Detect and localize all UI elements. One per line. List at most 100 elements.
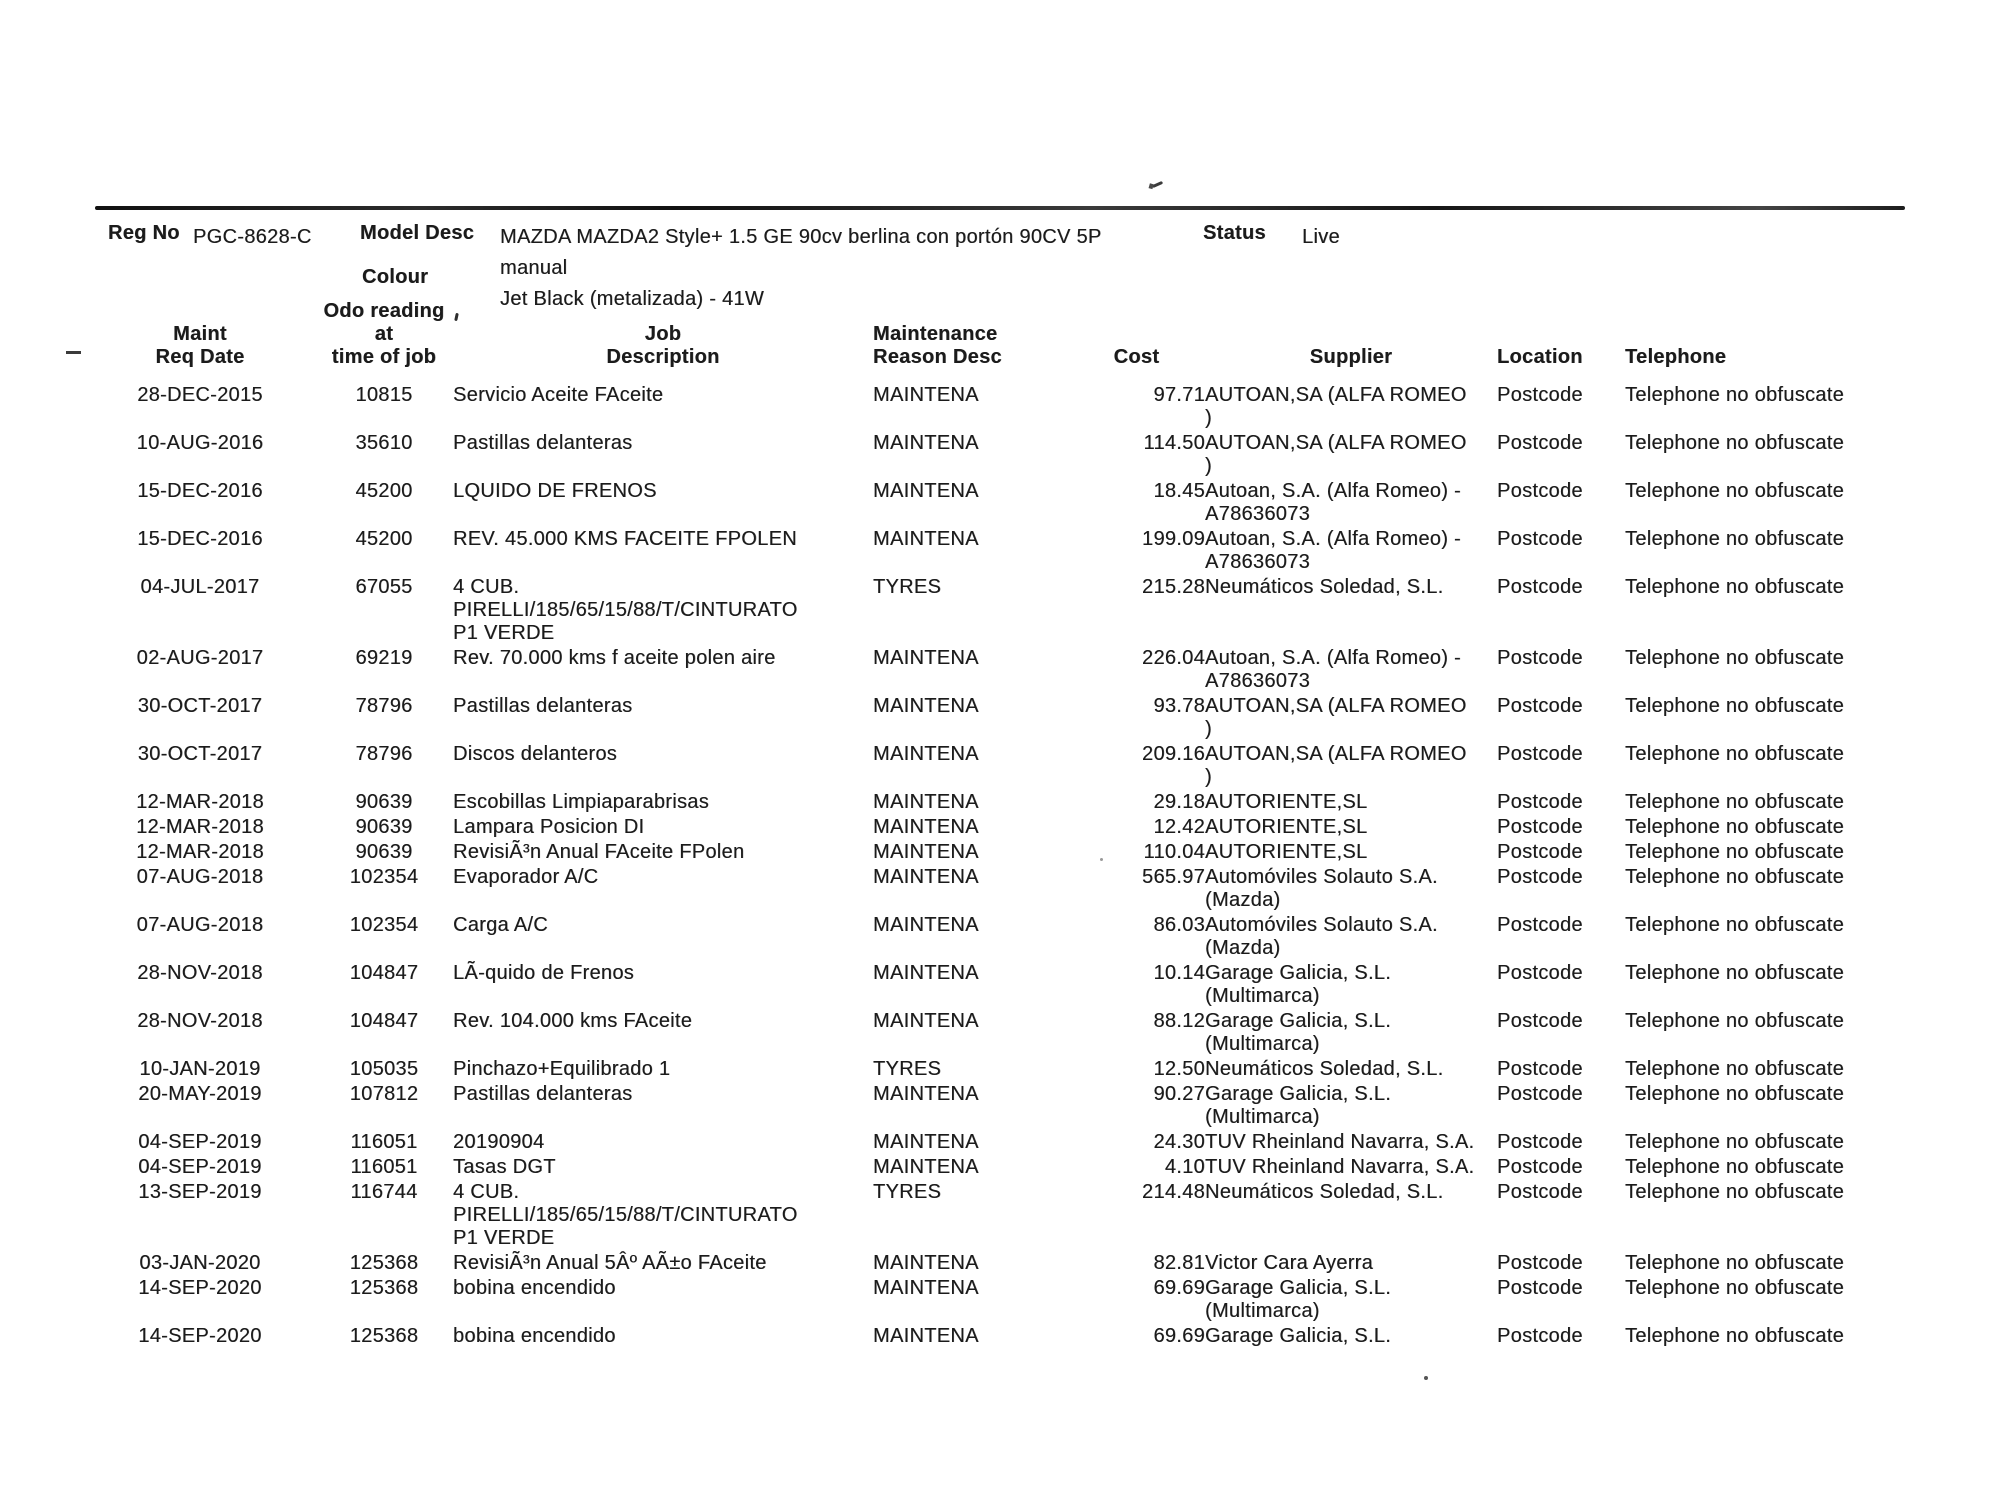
cell-odo-reading: 90639 bbox=[355, 816, 413, 838]
cell-location: Postcode bbox=[1497, 841, 1583, 863]
cell-telephone: Telephone no obfuscate bbox=[1625, 743, 1844, 765]
cell-supplier: Autoan, S.A. (Alfa Romeo) - A78636073 bbox=[1205, 647, 1461, 692]
cell-odo-reading: 105035 bbox=[349, 1058, 419, 1080]
cell-job-description: Evaporador A/C bbox=[453, 866, 599, 888]
cell-supplier: Neumáticos Soledad, S.L. bbox=[1205, 576, 1444, 598]
cell-odo-reading: 45200 bbox=[355, 480, 413, 502]
cell-job-description: Discos delanteros bbox=[453, 743, 618, 765]
cell-cost: 12.50 bbox=[1153, 1058, 1205, 1080]
cell-job-description: Escobillas Limpiaparabrisas bbox=[453, 791, 709, 813]
cell-cost: 114.50 bbox=[1143, 432, 1205, 454]
cell-maint-req-date: 04-SEP-2019 bbox=[138, 1156, 262, 1178]
table-row: 20-MAY-2019 107812 Pastillas delanteras … bbox=[85, 1082, 1915, 1130]
cell-cost: 69.69 bbox=[1153, 1277, 1205, 1299]
cell-location: Postcode bbox=[1497, 384, 1583, 406]
cell-supplier: AUTORIENTE,SL bbox=[1205, 791, 1368, 813]
cell-odo-reading: 69219 bbox=[355, 647, 413, 669]
cell-maintenance-reason: MAINTENA bbox=[873, 962, 979, 984]
cell-telephone: Telephone no obfuscate bbox=[1625, 841, 1844, 863]
cell-location: Postcode bbox=[1497, 816, 1583, 838]
cell-maint-req-date: 07-AUG-2018 bbox=[136, 914, 264, 936]
cell-maint-req-date: 30-OCT-2017 bbox=[137, 743, 263, 765]
cell-odo-reading: 90639 bbox=[355, 841, 413, 863]
col-header-job-description: Job Description bbox=[606, 323, 720, 368]
cell-job-description: Carga A/C bbox=[453, 914, 548, 936]
cell-location: Postcode bbox=[1497, 432, 1583, 454]
scan-artifact-dot bbox=[1424, 1376, 1428, 1380]
cell-odo-reading: 125368 bbox=[349, 1252, 419, 1274]
reg-no-value: PGC-8628-C bbox=[193, 226, 312, 248]
cell-odo-reading: 104847 bbox=[349, 962, 419, 984]
cell-cost: 90.27 bbox=[1153, 1083, 1205, 1105]
cell-odo-reading: 67055 bbox=[355, 576, 413, 598]
cell-cost: 226.04 bbox=[1142, 647, 1205, 669]
cell-cost: 214.48 bbox=[1142, 1181, 1205, 1203]
scan-artifact-tick bbox=[1151, 180, 1164, 189]
cell-supplier: Garage Galicia, S.L. (Multimarca) bbox=[1205, 1277, 1392, 1322]
cell-odo-reading: 125368 bbox=[349, 1325, 419, 1347]
cell-supplier: AUTORIENTE,SL bbox=[1205, 841, 1368, 863]
cell-cost: 29.18 bbox=[1153, 791, 1205, 813]
cell-location: Postcode bbox=[1497, 914, 1583, 936]
cell-maint-req-date: 28-NOV-2018 bbox=[137, 962, 263, 984]
cell-telephone: Telephone no obfuscate bbox=[1625, 1010, 1844, 1032]
cell-maint-req-date: 14-SEP-2020 bbox=[138, 1325, 262, 1347]
table-row: 07-AUG-2018 102354 Carga A/C MAINTENA 86… bbox=[85, 913, 1915, 961]
table-row: 13-SEP-2019 116744 4 CUB. PIRELLI/185/65… bbox=[85, 1180, 1915, 1251]
cell-telephone: Telephone no obfuscate bbox=[1625, 914, 1844, 936]
cell-supplier: AUTOAN,SA (ALFA ROMEO ) bbox=[1205, 695, 1467, 740]
table-row: 28-NOV-2018 104847 LÃ-quido de Frenos MA… bbox=[85, 961, 1915, 1009]
table-row: 30-OCT-2017 78796 Pastillas delanteras M… bbox=[85, 694, 1915, 742]
cell-maint-req-date: 07-AUG-2018 bbox=[136, 866, 264, 888]
table-row: 15-DEC-2016 45200 LQUIDO DE FRENOS MAINT… bbox=[85, 479, 1915, 527]
cell-telephone: Telephone no obfuscate bbox=[1625, 1058, 1844, 1080]
cell-odo-reading: 107812 bbox=[349, 1083, 419, 1105]
cell-odo-reading: 78796 bbox=[355, 743, 413, 765]
cell-maintenance-reason: TYRES bbox=[873, 1181, 942, 1203]
table-row: 07-AUG-2018 102354 Evaporador A/C MAINTE… bbox=[85, 865, 1915, 913]
cell-maintenance-reason: TYRES bbox=[873, 576, 942, 598]
cell-supplier: Victor Cara Ayerra bbox=[1205, 1252, 1374, 1274]
cell-cost: 24.30 bbox=[1153, 1131, 1205, 1153]
cell-supplier: Garage Galicia, S.L. (Multimarca) bbox=[1205, 1083, 1392, 1128]
cell-maint-req-date: 12-MAR-2018 bbox=[136, 816, 264, 838]
cell-maint-req-date: 15-DEC-2016 bbox=[137, 480, 263, 502]
cell-maintenance-reason: MAINTENA bbox=[873, 1325, 979, 1347]
horizontal-rule bbox=[95, 206, 1905, 210]
cell-maint-req-date: 02-AUG-2017 bbox=[136, 647, 264, 669]
table-row: 14-SEP-2020 125368 bobina encendido MAIN… bbox=[85, 1276, 1915, 1324]
cell-location: Postcode bbox=[1497, 1277, 1583, 1299]
table-row: 02-AUG-2017 69219 Rev. 70.000 kms f acei… bbox=[85, 646, 1915, 694]
cell-maintenance-reason: MAINTENA bbox=[873, 791, 979, 813]
cell-location: Postcode bbox=[1497, 743, 1583, 765]
cell-maintenance-reason: MAINTENA bbox=[873, 432, 979, 454]
table-row: 04-JUL-2017 67055 4 CUB. PIRELLI/185/65/… bbox=[85, 575, 1915, 646]
cell-telephone: Telephone no obfuscate bbox=[1625, 816, 1844, 838]
maintenance-table-body: 28-DEC-2015 10815 Servicio Aceite FAceit… bbox=[85, 383, 1915, 1349]
cell-odo-reading: 104847 bbox=[349, 1010, 419, 1032]
cell-location: Postcode bbox=[1497, 1010, 1583, 1032]
cell-supplier: Neumáticos Soledad, S.L. bbox=[1205, 1058, 1444, 1080]
table-row: 04-SEP-2019 116051 Tasas DGT MAINTENA 4.… bbox=[85, 1155, 1915, 1180]
cell-cost: 82.81 bbox=[1153, 1252, 1205, 1274]
cell-maint-req-date: 10-JAN-2019 bbox=[139, 1058, 261, 1080]
cell-job-description: Tasas DGT bbox=[453, 1156, 556, 1178]
cell-job-description: RevisiÃ³n Anual FAceite FPolen bbox=[453, 841, 745, 863]
cell-supplier: AUTOAN,SA (ALFA ROMEO ) bbox=[1205, 384, 1467, 429]
cell-job-description: Pastillas delanteras bbox=[453, 695, 633, 717]
cell-supplier: Garage Galicia, S.L. (Multimarca) bbox=[1205, 1010, 1392, 1055]
cell-maintenance-reason: MAINTENA bbox=[873, 480, 979, 502]
cell-cost: 69.69 bbox=[1153, 1325, 1205, 1347]
cell-location: Postcode bbox=[1497, 962, 1583, 984]
cell-cost: 93.78 bbox=[1153, 695, 1205, 717]
cell-maintenance-reason: MAINTENA bbox=[873, 914, 979, 936]
cell-maintenance-reason: MAINTENA bbox=[873, 647, 979, 669]
cell-odo-reading: 102354 bbox=[349, 866, 419, 888]
cell-cost: 4.10 bbox=[1164, 1156, 1205, 1178]
cell-supplier: Garage Galicia, S.L. (Multimarca) bbox=[1205, 962, 1392, 1007]
scan-artifact-dash bbox=[66, 351, 81, 354]
cell-cost: 10.14 bbox=[1153, 962, 1205, 984]
col-header-location: Location bbox=[1497, 346, 1583, 368]
table-row: 28-NOV-2018 104847 Rev. 104.000 kms FAce… bbox=[85, 1009, 1915, 1057]
